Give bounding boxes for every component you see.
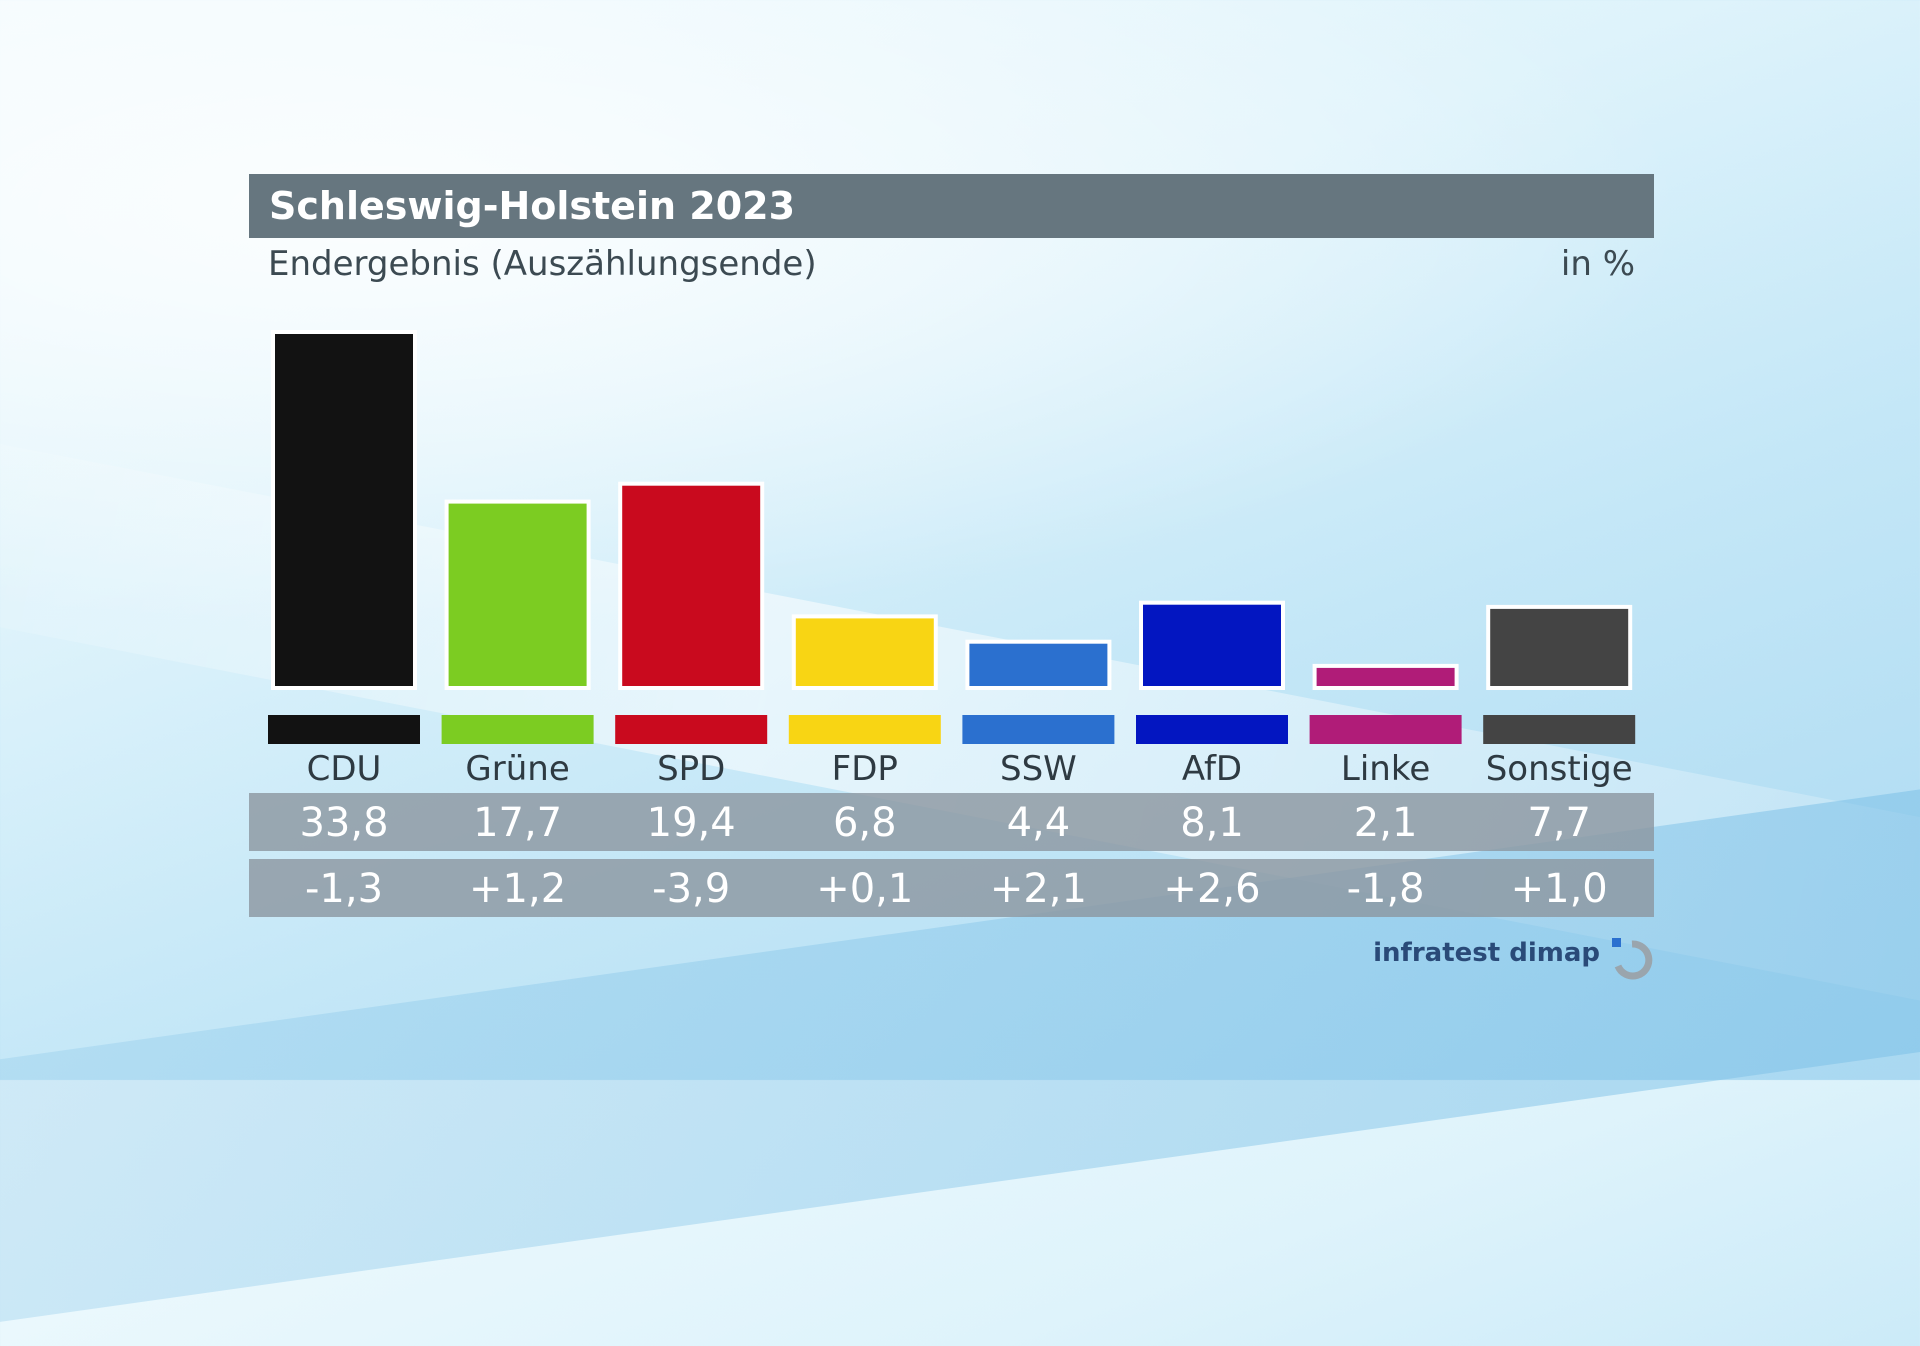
value-label: 2,1 — [1354, 800, 1418, 846]
brand-name: infratest dimap — [1373, 938, 1600, 968]
swatch-sonstige — [1483, 715, 1636, 744]
unit-label: in % — [1560, 244, 1635, 284]
value-label: 7,7 — [1527, 800, 1591, 846]
value-band — [249, 793, 1654, 851]
change-band — [249, 859, 1654, 917]
party-labels: CDU Grüne SPD FDP SSW AfD Linke Sonstige — [307, 749, 1633, 789]
bar-grüne — [444, 499, 591, 690]
value-label: 33,8 — [299, 800, 388, 846]
swatch-fdp — [788, 715, 941, 744]
swatch-ssw — [962, 715, 1115, 744]
infratest-dimap-logo-icon — [1612, 938, 1653, 980]
party-swatches — [268, 715, 1636, 744]
change-label: +0,1 — [816, 866, 913, 912]
party-label: Sonstige — [1486, 749, 1633, 789]
change-label: +1,0 — [1511, 866, 1608, 912]
change-label: +2,6 — [1163, 866, 1260, 912]
change-label: -3,9 — [652, 866, 730, 912]
value-label: 8,1 — [1180, 800, 1244, 846]
bar-ssw — [965, 639, 1112, 691]
value-label: 6,8 — [833, 800, 897, 846]
party-label: CDU — [307, 749, 382, 789]
result-bands — [249, 793, 1654, 917]
chart-title: Schleswig-Holstein 2023 — [269, 184, 796, 228]
chart-subtitle: Endergebnis (Auszählungsende) — [268, 244, 817, 284]
bar-afd — [1139, 600, 1285, 691]
change-labels: -1,3 +1,2 -3,9 +0,1 +2,1 +2,6 -1,8 +1,0 — [305, 866, 1608, 912]
party-label: FDP — [832, 749, 898, 789]
bar-sonstige — [1486, 604, 1633, 691]
party-label: SSW — [1000, 749, 1077, 789]
value-label: 17,7 — [473, 800, 562, 846]
swatch-linke — [1309, 715, 1462, 744]
election-bar-chart: CDU Grüne SPD FDP SSW AfD Linke Sonstige 33,8 17… — [249, 330, 1654, 917]
swatch-grüne — [441, 715, 594, 744]
swatch-afd — [1136, 715, 1288, 744]
change-label: -1,3 — [305, 866, 383, 912]
swatch-spd — [615, 715, 768, 744]
value-label: 4,4 — [1007, 800, 1071, 846]
value-labels: 33,8 17,7 19,4 6,8 4,4 8,1 2,1 7,7 — [299, 800, 1591, 846]
change-label: +2,1 — [990, 866, 1087, 912]
bars — [271, 330, 1633, 691]
bar-spd — [618, 481, 765, 691]
bar-cdu — [271, 330, 417, 690]
party-label: SPD — [657, 749, 725, 789]
swatch-cdu — [268, 715, 420, 744]
title-bar: Schleswig-Holstein 2023 — [249, 174, 1654, 238]
value-label: 19,4 — [647, 800, 736, 846]
party-label: AfD — [1182, 749, 1242, 789]
change-label: +1,2 — [469, 866, 566, 912]
party-label: Linke — [1341, 749, 1430, 789]
change-label: -1,8 — [1347, 866, 1425, 912]
bar-linke — [1312, 663, 1459, 691]
party-label: Grüne — [465, 749, 569, 789]
bar-fdp — [791, 614, 938, 691]
